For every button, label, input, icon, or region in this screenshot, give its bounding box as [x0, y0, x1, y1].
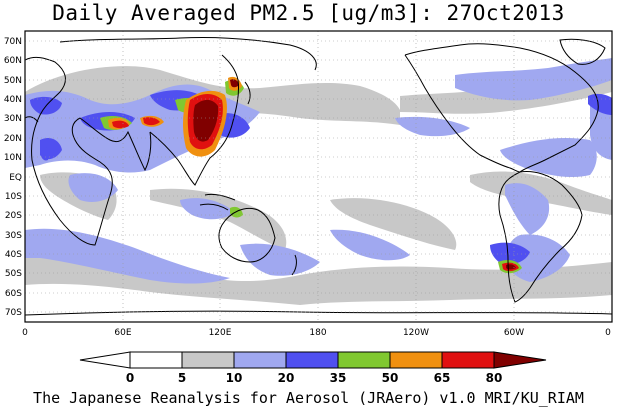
lat-label: EQ	[9, 173, 22, 183]
lat-label: 30N	[4, 114, 22, 124]
lat-label: 20N	[4, 134, 22, 144]
lat-label: 70N	[4, 37, 22, 47]
colorbar-seg-3	[233, 351, 287, 369]
lon-label: 0	[22, 328, 28, 338]
colorbar-seg-6	[389, 351, 443, 369]
colorbar-label: 80	[486, 371, 503, 385]
lat-axis: 70N 60N 50N 40N 30N 20N 10N EQ 10S 20S 3…	[4, 37, 22, 318]
colorbar-label: 65	[434, 371, 451, 385]
lon-label: 0	[605, 328, 611, 338]
colorbar-seg-4	[285, 351, 339, 369]
colorbar-seg-2	[181, 351, 235, 369]
colorbar-seg-1	[129, 351, 183, 369]
lon-label: 120W	[403, 328, 429, 338]
colorbar-seg-5	[337, 351, 391, 369]
lon-label: 60W	[504, 328, 524, 338]
lat-label: 40S	[5, 250, 22, 260]
lat-label: 10N	[4, 153, 22, 163]
colorbar-label: 5	[178, 371, 186, 385]
lat-label: 10S	[5, 192, 22, 202]
lat-label: 30S	[5, 231, 22, 241]
colorbar-label: 50	[382, 371, 399, 385]
lat-label: 60N	[4, 56, 22, 66]
colorbar-seg-7	[441, 351, 495, 369]
lat-label: 20S	[5, 211, 22, 221]
lat-label: 60S	[5, 289, 22, 299]
colorbar-label: 10	[226, 371, 243, 385]
lat-label: 40N	[4, 95, 22, 105]
colorbar-label: 20	[278, 371, 295, 385]
map-title: Daily Averaged PM2.5 [ug/m3]: 27Oct2013	[52, 1, 565, 25]
colorbar-label: 35	[330, 371, 347, 385]
colorbar-label: 0	[126, 371, 134, 385]
colorbar: 0 5 10 20 35 50 65 80	[79, 351, 547, 385]
lat-label: 70S	[5, 308, 22, 318]
lon-label: 60E	[114, 328, 131, 338]
lon-label: 120E	[209, 328, 232, 338]
lat-label: 50S	[5, 269, 22, 279]
lon-label: 180	[309, 328, 326, 338]
lat-label: 50N	[4, 76, 22, 86]
map-frame	[24, 30, 613, 323]
footer-credit: The Japanese Reanalysis for Aerosol (JRA…	[33, 389, 584, 407]
colorbar-seg-0	[79, 351, 131, 369]
graticule	[25, 31, 612, 322]
lon-axis: 0 60E 120E 180 120W 60W 0	[22, 328, 611, 338]
pm25-field	[25, 36, 612, 316]
colorbar-seg-8	[493, 351, 547, 369]
